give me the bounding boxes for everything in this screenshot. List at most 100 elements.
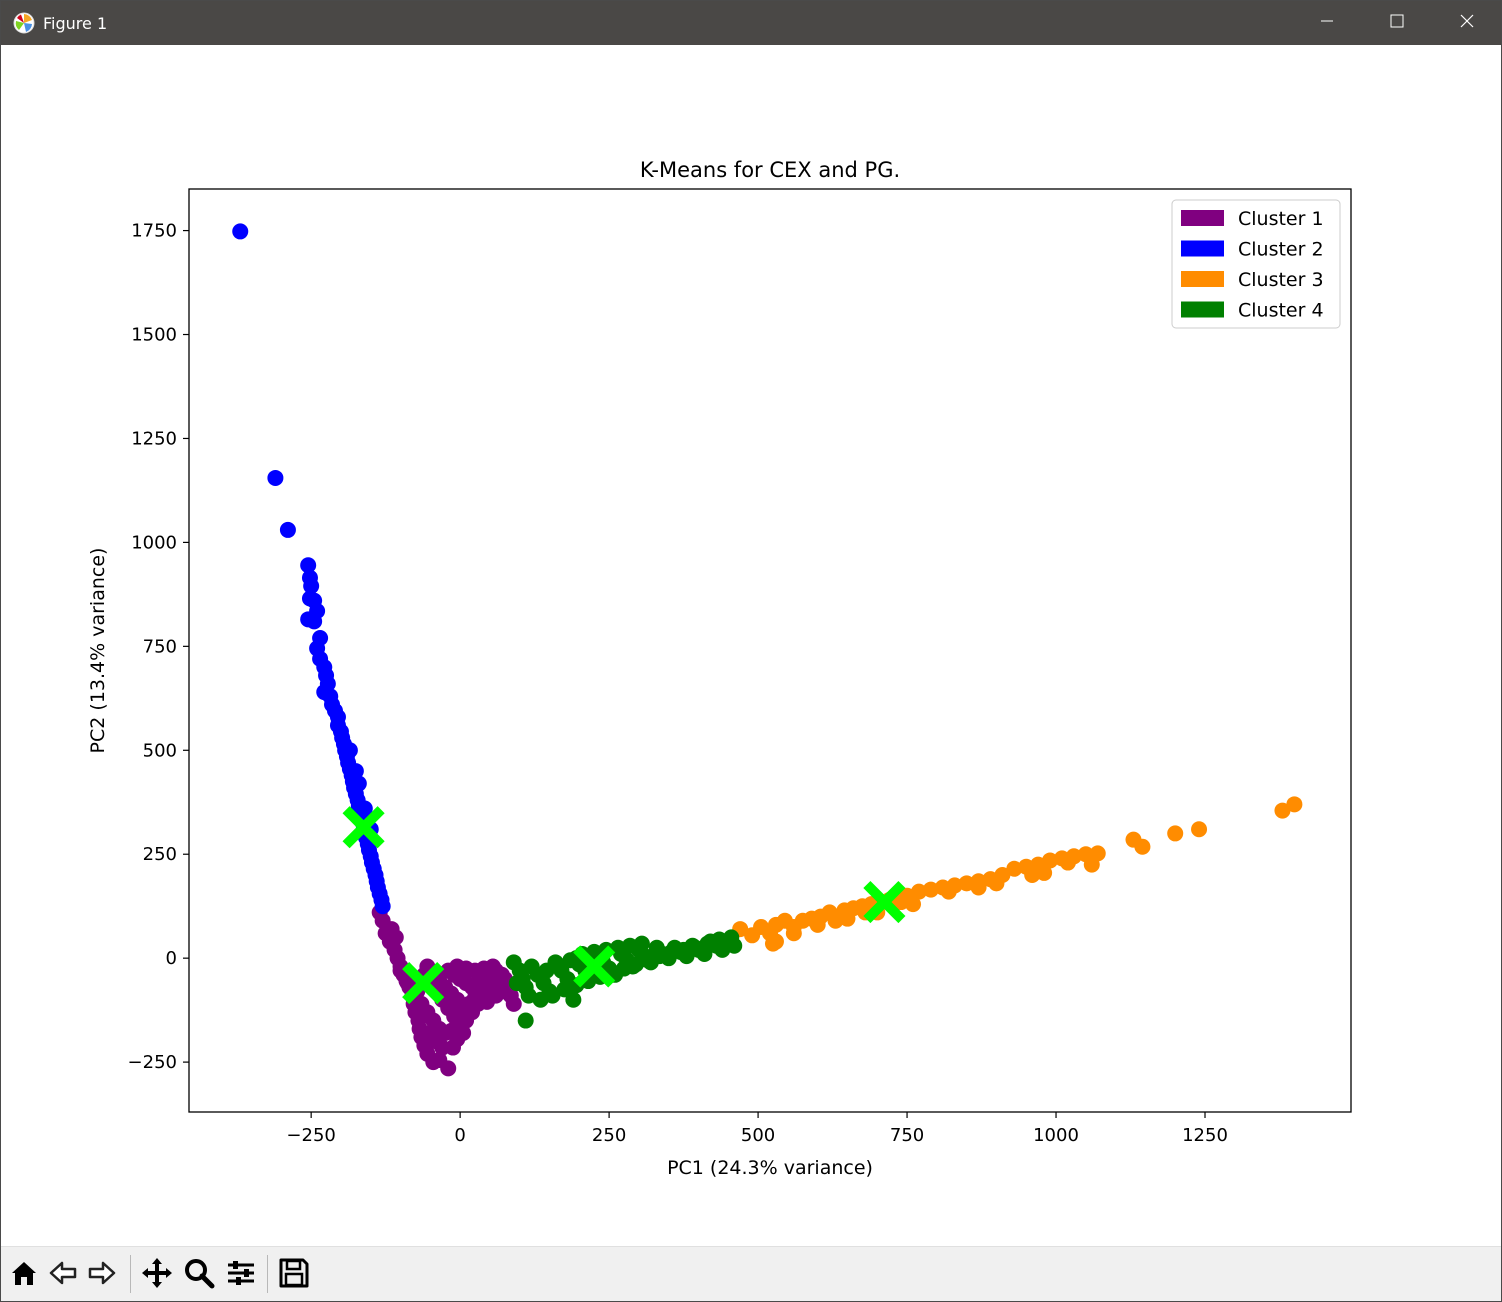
data-point-cluster-3 (1059, 854, 1076, 871)
close-button[interactable] (1432, 1, 1501, 45)
legend-label: Cluster 2 (1238, 239, 1324, 261)
data-point-cluster-3 (970, 879, 987, 896)
pan-button[interactable] (139, 1257, 175, 1293)
toolbar-separator (130, 1255, 131, 1293)
save-button[interactable] (276, 1257, 312, 1293)
y-tick-label: 0 (166, 948, 177, 969)
data-point-cluster-3 (1134, 838, 1151, 855)
data-point-cluster-3 (1024, 867, 1041, 884)
data-point-cluster-2 (347, 763, 364, 780)
data-point-cluster-1 (392, 962, 409, 979)
data-point-cluster-4 (565, 991, 582, 1008)
data-point-cluster-2 (341, 742, 358, 759)
minimize-button[interactable] (1292, 1, 1362, 45)
matplotlib-icon (13, 12, 35, 34)
x-tick-label: 750 (890, 1125, 924, 1146)
data-point-cluster-2 (350, 775, 367, 792)
centroid-marker (402, 962, 445, 1005)
configure-subplots-button[interactable] (223, 1257, 259, 1293)
data-point-cluster-1 (440, 1060, 457, 1077)
axes-frame (188, 188, 1352, 1113)
y-tick-label: 250 (143, 844, 177, 865)
back-button[interactable] (45, 1257, 81, 1293)
zoom-button[interactable] (181, 1257, 217, 1293)
home-button[interactable] (6, 1257, 42, 1293)
y-tick-label: 1500 (131, 325, 177, 346)
x-tick-label: −250 (286, 1125, 335, 1146)
y-axis-label: PC2 (13.4% variance) (87, 548, 109, 754)
x-tick-label: 1250 (1182, 1125, 1228, 1146)
centroid-marker (863, 880, 906, 924)
home-icon (9, 1258, 39, 1292)
data-point-cluster-4 (508, 975, 525, 992)
maximize-icon (1389, 13, 1405, 33)
legend-box (1171, 199, 1341, 329)
x-tick-label: 0 (454, 1125, 465, 1146)
data-point-cluster-4 (663, 943, 680, 960)
legend-swatch (1181, 210, 1224, 226)
data-point-cluster-4 (633, 935, 650, 952)
data-point-cluster-1 (434, 1039, 451, 1056)
minimize-icon (1319, 13, 1335, 33)
data-point-cluster-3 (1006, 860, 1023, 877)
legend-label: Cluster 1 (1238, 208, 1324, 230)
data-point-cluster-3 (1036, 864, 1053, 881)
toolbar-separator (267, 1255, 268, 1293)
data-point-cluster-3 (988, 875, 1005, 892)
window-title: Figure 1 (43, 14, 108, 33)
data-point-cluster-4 (562, 952, 579, 969)
kmeans-scatter-chart: K-Means for CEX and PG. PC1 (24.3% varian… (87, 158, 1352, 1179)
data-point-cluster-2 (374, 898, 391, 915)
data-point-cluster-2 (300, 557, 317, 574)
data-point-cluster-3 (893, 894, 910, 911)
title-bar[interactable]: Figure 1 (1, 1, 1501, 45)
data-point-cluster-3 (910, 883, 927, 900)
navigation-toolbar (1, 1246, 1501, 1301)
x-axis-label: PC1 (24.3% variance) (667, 1157, 873, 1179)
data-point-cluster-3 (839, 910, 856, 927)
data-point-cluster-2 (303, 578, 320, 595)
legend-swatch (1181, 271, 1224, 287)
data-point-cluster-3 (764, 935, 781, 952)
data-point-cluster-2 (232, 223, 249, 240)
data-point-cluster-4 (544, 987, 561, 1004)
data-point-cluster-3 (1286, 796, 1303, 813)
data-point-cluster-1 (422, 1025, 439, 1042)
legend-label: Cluster 4 (1238, 300, 1324, 322)
forward-arrow-icon (87, 1258, 117, 1292)
y-tick-label: 1750 (131, 221, 177, 242)
x-tick-label: 500 (741, 1125, 775, 1146)
data-point-cluster-4 (711, 931, 728, 948)
maximize-button[interactable] (1362, 1, 1432, 45)
data-point-cluster-3 (1083, 856, 1100, 873)
plot-canvas[interactable]: K-Means for CEX and PG. PC1 (24.3% varian… (1, 45, 1501, 1245)
data-point-cluster-1 (493, 983, 510, 1000)
data-point-cluster-3 (1042, 852, 1059, 869)
x-tick-label: 250 (592, 1125, 626, 1146)
data-point-cluster-4 (723, 929, 740, 946)
data-point-cluster-3 (940, 883, 957, 900)
data-point-cluster-4 (550, 958, 567, 975)
y-tick-label: 500 (143, 740, 177, 761)
y-tick-label: 1250 (131, 428, 177, 449)
data-point-cluster-1 (484, 958, 501, 975)
data-point-cluster-3 (785, 925, 802, 942)
chart-title: K-Means for CEX and PG. (640, 158, 900, 182)
centroid-marker (342, 806, 385, 849)
legend-label: Cluster 3 (1238, 269, 1324, 291)
data-point-cluster-1 (387, 929, 404, 946)
back-arrow-icon (48, 1258, 78, 1292)
data-point-cluster-2 (279, 521, 296, 538)
data-point-cluster-3 (922, 881, 939, 898)
data-point-cluster-3 (905, 896, 922, 913)
data-point-cluster-2 (356, 800, 373, 817)
forward-button[interactable] (84, 1257, 120, 1293)
data-point-cluster-3 (1191, 821, 1208, 838)
legend-swatch (1181, 301, 1224, 318)
data-point-cluster-2 (267, 469, 284, 486)
x-tick-label: 1000 (1033, 1125, 1079, 1146)
pan-icon (141, 1257, 173, 1293)
configure-subplots-icon (225, 1257, 257, 1293)
y-tick-label: −250 (128, 1052, 177, 1073)
